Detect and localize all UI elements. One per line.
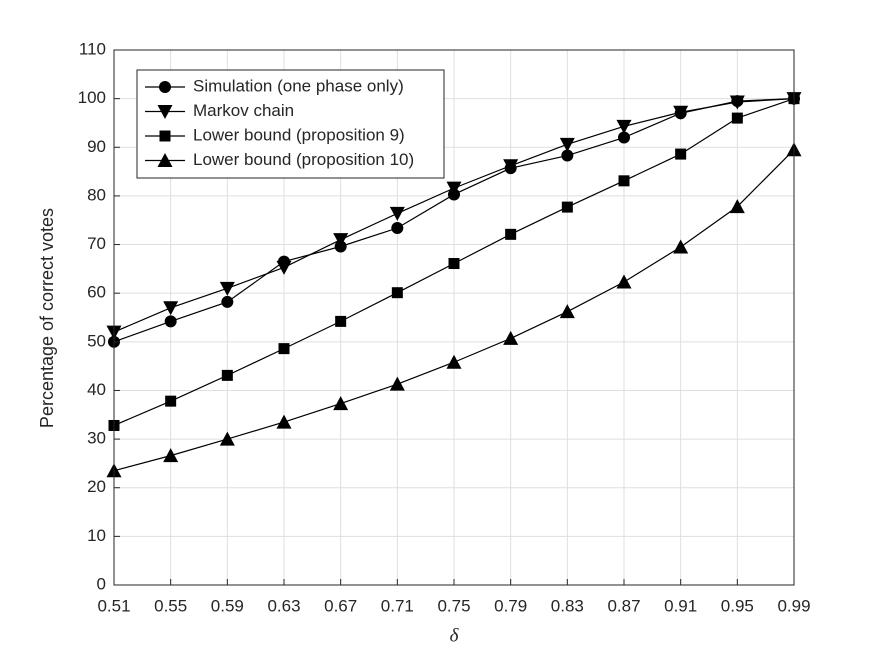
x-tick-label: 0.51 (97, 596, 130, 615)
x-tick-label: 0.95 (721, 596, 754, 615)
legend-marker (159, 130, 171, 142)
marker (221, 295, 234, 308)
marker (276, 414, 292, 429)
x-axis-label: δ (450, 625, 460, 646)
y-tick-label: 110 (79, 39, 106, 58)
marker (219, 281, 235, 296)
marker (446, 181, 462, 196)
marker (561, 149, 574, 162)
marker (503, 159, 519, 174)
marker (333, 233, 349, 248)
plot (106, 92, 802, 478)
marker (616, 274, 632, 289)
marker (219, 431, 235, 446)
marker (559, 304, 575, 319)
marker (165, 395, 177, 407)
y-tick-label: 70 (87, 234, 106, 253)
marker (616, 119, 632, 134)
marker (618, 131, 630, 144)
y-tick-label: 40 (87, 380, 106, 399)
y-tick-label: 90 (87, 137, 106, 156)
marker (278, 343, 290, 355)
marker (729, 95, 745, 110)
marker (618, 175, 630, 187)
marker (335, 315, 347, 327)
y-tick-label: 100 (78, 88, 106, 107)
x-tick-label: 0.67 (324, 596, 357, 615)
y-tick-label: 0 (97, 574, 106, 593)
legend-marker (157, 153, 173, 167)
x-tick-label: 0.99 (777, 596, 810, 615)
marker (163, 301, 179, 316)
x-tick-label: 0.83 (551, 596, 584, 615)
y-tick-label: 30 (87, 429, 106, 448)
legend-marker (159, 81, 171, 93)
y-tick-label: 50 (87, 331, 106, 350)
legend-label: Lower bound (proposition 9) (193, 125, 405, 144)
y-tick-label: 80 (87, 185, 106, 204)
legend: Simulation (one phase only) Markov chain L… (136, 69, 445, 179)
legend-marker (157, 105, 173, 119)
y-tick-label: 60 (87, 283, 106, 302)
marker (391, 222, 404, 235)
marker (731, 112, 743, 124)
legend-label: Simulation (one phase only) (193, 76, 404, 95)
x-tick-label: 0.79 (494, 596, 527, 615)
y-axis-label: Percentage of correct votes (37, 208, 57, 428)
marker (448, 258, 460, 270)
marker (729, 199, 745, 214)
legend-label: Markov chain (193, 101, 294, 120)
x-tick-label: 0.55 (154, 596, 187, 615)
marker (221, 369, 233, 381)
x-tick-label: 0.59 (211, 596, 244, 615)
x-tick-label: 0.71 (381, 596, 414, 615)
marker (446, 354, 462, 369)
marker (561, 201, 573, 213)
y-tick-label: 20 (87, 477, 106, 496)
grid (113, 49, 795, 586)
marker (673, 105, 689, 120)
x-tick-label: 0.63 (267, 596, 300, 615)
legend-label: Lower bound (proposition 10) (193, 150, 414, 169)
x-tick-label: 0.87 (607, 596, 640, 615)
marker (276, 260, 292, 275)
marker (163, 448, 179, 463)
marker (391, 287, 403, 299)
axes-box (113, 49, 795, 586)
marker (389, 376, 405, 391)
x-tick-label: 0.91 (664, 596, 697, 615)
marker (505, 228, 517, 240)
marker (503, 330, 519, 345)
marker (559, 137, 575, 152)
marker (164, 315, 177, 328)
marker (333, 396, 349, 411)
y-tick-label: 10 (87, 526, 106, 545)
marker (673, 239, 689, 254)
marker (389, 206, 405, 221)
x-tick-label: 0.75 (437, 596, 470, 615)
marker (675, 148, 687, 160)
legend-box (136, 69, 445, 179)
